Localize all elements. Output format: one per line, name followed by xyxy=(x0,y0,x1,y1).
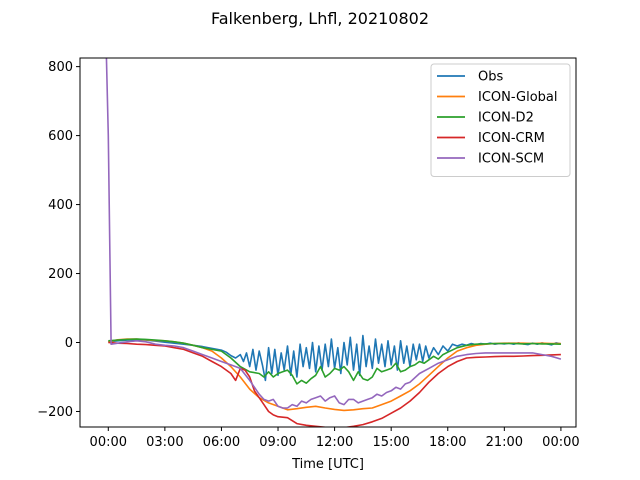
legend-label: ICON-Global xyxy=(478,90,558,105)
x-tick-label: 09:00 xyxy=(259,435,296,450)
x-tick-label: 00:00 xyxy=(542,435,579,450)
x-tick-label: 12:00 xyxy=(316,435,353,450)
series-line-1 xyxy=(108,338,561,412)
y-tick-label: 600 xyxy=(48,129,73,144)
y-axis: −200 0 200 400 600 800 xyxy=(37,60,80,420)
y-tick-label: 400 xyxy=(48,198,73,213)
plot-frame xyxy=(79,57,577,428)
chart-title: Falkenberg, Lhfl, 20210802 xyxy=(211,9,429,28)
series-line-3 xyxy=(108,341,561,427)
y-tick-label: 800 xyxy=(48,60,73,75)
legend-label: ICON-SCM xyxy=(478,152,544,167)
x-tick-label: 21:00 xyxy=(486,435,523,450)
plot-lines xyxy=(105,58,562,427)
y-tick-label: 0 xyxy=(65,336,73,351)
x-tick-label: 03:00 xyxy=(146,435,183,450)
legend-label: ICON-D2 xyxy=(478,111,534,126)
legend-label: ICON-CRM xyxy=(478,131,545,146)
x-tick-label: 15:00 xyxy=(372,435,409,450)
x-tick-label: 00:00 xyxy=(90,435,127,450)
x-tick-label: 18:00 xyxy=(429,435,466,450)
y-tick-label: −200 xyxy=(37,405,73,420)
legend-box xyxy=(430,63,571,177)
series-line-4 xyxy=(105,58,562,409)
legend-label: Obs xyxy=(478,70,503,85)
legend: Obs ICON-Global ICON-D2 ICON-CRM ICON-SCM xyxy=(430,63,571,177)
series-line-2 xyxy=(108,338,561,385)
x-axis: 00:00 03:00 06:00 09:00 12:00 15:00 18:00 21:00… xyxy=(90,427,580,450)
x-tick-label: 06:00 xyxy=(203,435,240,450)
y-tick-label: 200 xyxy=(48,267,73,282)
x-axis-title: Time [UTC] xyxy=(291,457,364,472)
